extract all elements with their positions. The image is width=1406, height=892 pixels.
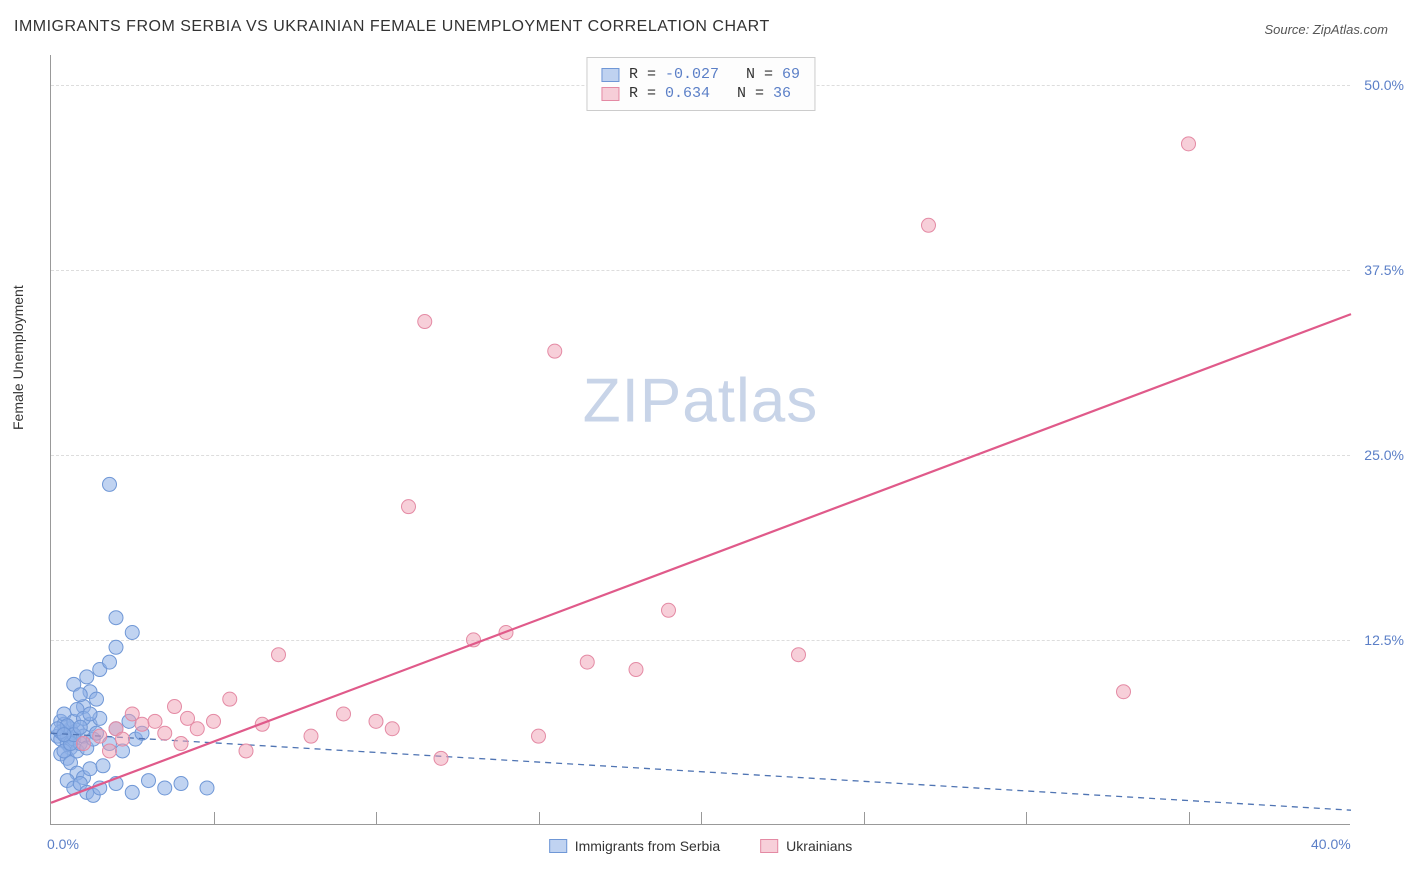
data-point [239, 744, 253, 758]
y-tick-label: 37.5% [1364, 262, 1404, 278]
data-point [181, 711, 195, 725]
data-point [304, 729, 318, 743]
y-tick-label: 50.0% [1364, 77, 1404, 93]
legend-row: R = 0.634 N = 36 [601, 85, 800, 102]
data-point [580, 655, 594, 669]
chart-svg [51, 55, 1350, 824]
data-point [77, 737, 91, 751]
data-point [109, 611, 123, 625]
x-tick-label: 0.0% [47, 836, 79, 852]
data-point [158, 726, 172, 740]
data-point [223, 692, 237, 706]
x-tick-label: 40.0% [1311, 836, 1351, 852]
data-point [548, 344, 562, 358]
data-point [109, 640, 123, 654]
legend-swatch [760, 839, 778, 853]
data-point [93, 729, 107, 743]
data-point [73, 688, 87, 702]
legend-row: R = -0.027 N = 69 [601, 66, 800, 83]
data-point [369, 714, 383, 728]
legend-swatch [601, 68, 619, 82]
legend-label: Immigrants from Serbia [575, 838, 720, 854]
data-point [207, 714, 221, 728]
plot-area: ZIPatlas 12.5%25.0%37.5%50.0%0.0%40.0% R… [50, 55, 1350, 825]
data-point [662, 603, 676, 617]
data-point [73, 720, 87, 734]
data-point [103, 655, 117, 669]
data-point [1117, 685, 1131, 699]
data-point [83, 707, 97, 721]
data-point [135, 717, 149, 731]
data-point [148, 714, 162, 728]
data-point [200, 781, 214, 795]
data-point [83, 762, 97, 776]
data-point [125, 626, 139, 640]
data-point [174, 737, 188, 751]
y-tick-label: 25.0% [1364, 447, 1404, 463]
data-point [80, 670, 94, 684]
data-point [1182, 137, 1196, 151]
legend-swatch [601, 87, 619, 101]
data-point [168, 700, 182, 714]
legend-swatch [549, 839, 567, 853]
legend-item: Ukrainians [760, 838, 852, 854]
data-point [629, 663, 643, 677]
data-point [116, 732, 130, 746]
data-point [337, 707, 351, 721]
legend-stats: R = -0.027 N = 69 [629, 66, 800, 83]
series-legend: Immigrants from Serbia Ukrainians [549, 838, 853, 854]
data-point [532, 729, 546, 743]
data-point [385, 722, 399, 736]
data-point [792, 648, 806, 662]
data-point [174, 777, 188, 791]
data-point [90, 692, 104, 706]
correlation-legend: R = -0.027 N = 69 R = 0.634 N = 36 [586, 57, 815, 111]
data-point [103, 744, 117, 758]
data-point [402, 500, 416, 514]
source-attribution: Source: ZipAtlas.com [1264, 22, 1388, 37]
data-point [272, 648, 286, 662]
legend-label: Ukrainians [786, 838, 852, 854]
data-point [158, 781, 172, 795]
data-point [125, 785, 139, 799]
data-point [96, 759, 110, 773]
trend-line [51, 314, 1351, 803]
data-point [922, 218, 936, 232]
y-axis-label: Female Unemployment [10, 285, 26, 430]
legend-stats: R = 0.634 N = 36 [629, 85, 791, 102]
data-point [418, 315, 432, 329]
chart-title: IMMIGRANTS FROM SERBIA VS UKRAINIAN FEMA… [14, 18, 770, 36]
legend-item: Immigrants from Serbia [549, 838, 720, 854]
data-point [57, 728, 71, 742]
data-point [434, 751, 448, 765]
data-point [142, 774, 156, 788]
y-tick-label: 12.5% [1364, 632, 1404, 648]
data-point [103, 477, 117, 491]
